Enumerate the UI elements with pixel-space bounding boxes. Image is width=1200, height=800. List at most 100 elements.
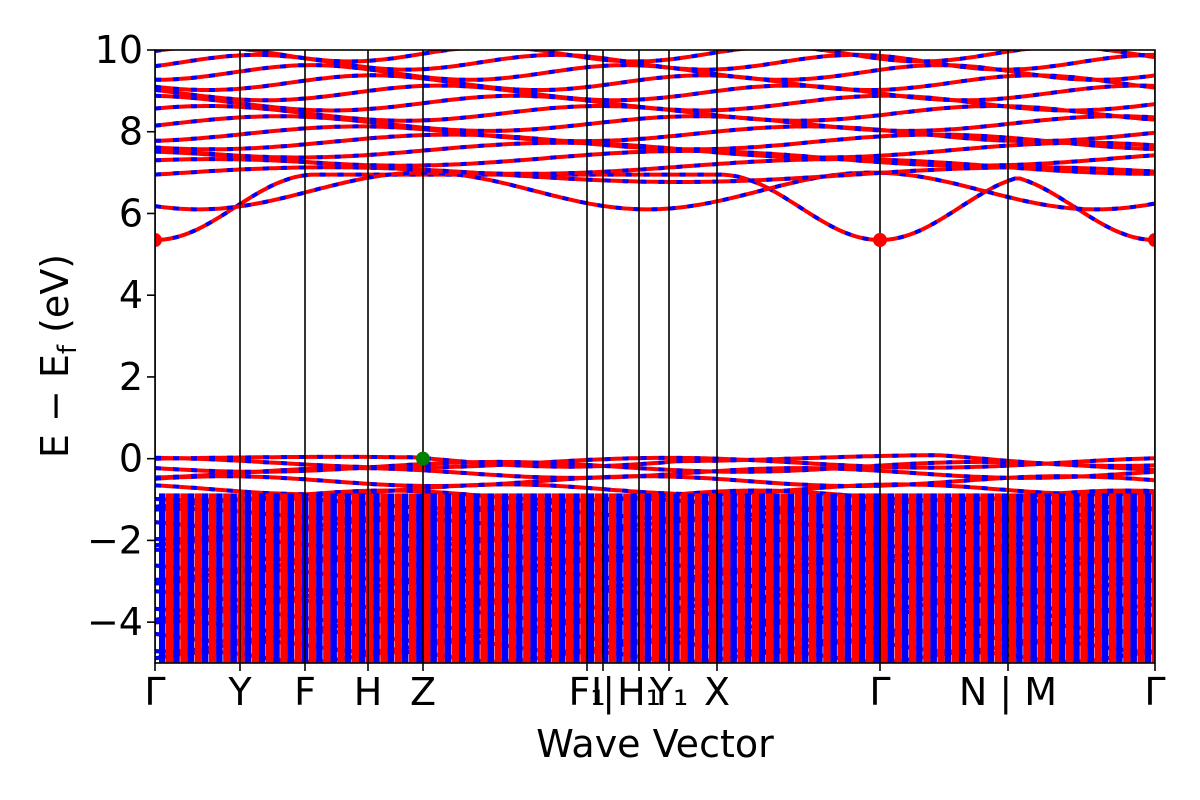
- band-line-blue: [155, 50, 1155, 64]
- valence-band-blue-stripe: [873, 493, 880, 663]
- y-tick-label: 4: [119, 273, 143, 317]
- valence-band-blue-stripe: [501, 493, 509, 663]
- band-line-blue: [155, 83, 1155, 103]
- valence-band-red-stripe: [223, 493, 231, 663]
- valence-band-blue-stripe: [487, 493, 495, 663]
- valence-band-red-stripe: [523, 493, 531, 663]
- valence-band-blue-stripe: [730, 493, 737, 663]
- valence-band-red-stripe: [908, 493, 917, 663]
- valence-band-red-stripe: [580, 493, 588, 663]
- band-line-blue: [155, 165, 1155, 184]
- valence-band-red-stripe: [766, 493, 774, 663]
- valence-band-blue-stripe: [959, 493, 966, 663]
- valence-band-red-stripe: [480, 493, 488, 663]
- valence-band-red-stripe: [637, 493, 645, 663]
- valence-band-red-stripe: [680, 493, 688, 663]
- valence-band-blue-stripe: [1016, 493, 1023, 663]
- valence-band-red-stripe: [966, 493, 974, 663]
- x-tick-label: Z: [410, 670, 436, 714]
- valence-band-blue-stripe: [644, 493, 652, 663]
- valence-band-red-stripe: [1023, 493, 1031, 663]
- valence-band-red-stripe: [794, 493, 802, 663]
- valence-band-red-stripe: [694, 493, 702, 663]
- valence-band-red-stripe: [537, 493, 545, 663]
- valence-band-red-stripe: [1108, 493, 1117, 663]
- valence-band-blue-stripe: [1116, 493, 1123, 663]
- band-line-blue: [155, 63, 1155, 82]
- valence-band-blue-stripe: [316, 493, 323, 663]
- valence-band-red-stripe: [423, 493, 431, 663]
- valence-band-blue-stripe: [373, 493, 380, 663]
- valence-band-red-stripe: [280, 493, 288, 663]
- band-line-blue: [155, 466, 1155, 480]
- valence-band-red-stripe: [1051, 493, 1060, 663]
- valence-band-blue-stripe: [273, 493, 280, 663]
- band-line-blue: [155, 170, 1155, 212]
- y-axis-ticks: 10 8 6 4 2 0 −2 −4: [87, 28, 155, 644]
- valence-band-red-stripe: [308, 493, 317, 663]
- valence-band-blue-stripe: [1130, 493, 1137, 663]
- valence-band-red-stripe: [323, 493, 331, 663]
- y-tick-label: 10: [95, 28, 143, 72]
- valence-band-blue-stripe: [287, 493, 295, 663]
- valence-band-red-stripe: [351, 493, 360, 663]
- valence-band-blue-stripe: [887, 493, 895, 663]
- valence-band-blue-stripe: [516, 493, 523, 663]
- valence-band-red-stripe: [366, 493, 374, 663]
- valence-band-blue-stripe: [330, 493, 337, 663]
- plot-frame: [154, 49, 1156, 664]
- valence-band-blue-stripe: [973, 493, 980, 663]
- valence-band-blue-stripe: [559, 493, 566, 663]
- valence-band-red-stripe: [437, 493, 445, 663]
- x-tick-label: F₁: [568, 670, 605, 714]
- valence-band-red-stripe: [194, 493, 202, 663]
- x-tick-label: H: [354, 670, 383, 714]
- band-edge-markers: [155, 233, 1155, 466]
- valence-band-blue-stripe: [359, 493, 366, 663]
- valence-band-blue-stripe: [787, 493, 795, 663]
- valence-band-blue-stripe: [344, 493, 352, 663]
- valence-band-blue-stripe: [687, 493, 695, 663]
- valence-band-blue-stripe: [230, 493, 237, 663]
- valence-band-blue-stripe: [859, 493, 866, 663]
- band-line-blue: [155, 455, 1155, 470]
- valence-band-blue-stripe: [944, 493, 952, 663]
- valence-band-red-stripe: [980, 493, 988, 663]
- valence-band-blue-stripe: [1044, 493, 1052, 663]
- valence-band-red-stripe: [337, 493, 345, 663]
- valence-band-red-stripe: [166, 493, 174, 663]
- valence-band-red-stripe: [937, 493, 945, 663]
- valence-band-red-stripe: [894, 493, 902, 663]
- valence-band-blue-stripe: [844, 493, 852, 663]
- valence-band-blue-stripe: [159, 493, 166, 663]
- band-line-blue: [155, 148, 1155, 168]
- x-tick-label: Γ: [1144, 670, 1165, 714]
- valence-band-red-stripe: [808, 493, 817, 663]
- cbm-marker: [155, 233, 162, 248]
- valence-band-red-stripe: [266, 493, 274, 663]
- valence-band-blue-stripe: [773, 493, 780, 663]
- valence-band-blue-stripe: [401, 493, 409, 663]
- x-axis-title: Wave Vector: [536, 722, 774, 766]
- valence-band-blue-stripe: [659, 493, 666, 663]
- valence-band-red-stripe: [408, 493, 417, 663]
- band-line-blue: [155, 172, 1155, 243]
- valence-band-red-stripe: [566, 493, 574, 663]
- valence-band-red-stripe: [1037, 493, 1045, 663]
- valence-band-blue-stripe: [616, 493, 623, 663]
- band-lines: [155, 50, 1155, 663]
- valence-band-blue-stripe: [930, 493, 937, 663]
- valence-band-blue-stripe: [1059, 493, 1066, 663]
- valence-band-red-stripe: [837, 493, 845, 663]
- valence-band-blue-stripe: [716, 493, 723, 663]
- band-line-blue: [155, 132, 1155, 152]
- valence-band-red-stripe: [1066, 493, 1074, 663]
- valence-band-red-stripe: [237, 493, 245, 663]
- valence-band-red-stripe: [751, 493, 760, 663]
- valence-band-blue-stripe: [1073, 493, 1080, 663]
- valence-band-red-stripe: [651, 493, 660, 663]
- valence-band-red-stripe: [851, 493, 860, 663]
- valence-band-blue-stripe: [444, 493, 452, 663]
- valence-band-red-stripe: [594, 493, 602, 663]
